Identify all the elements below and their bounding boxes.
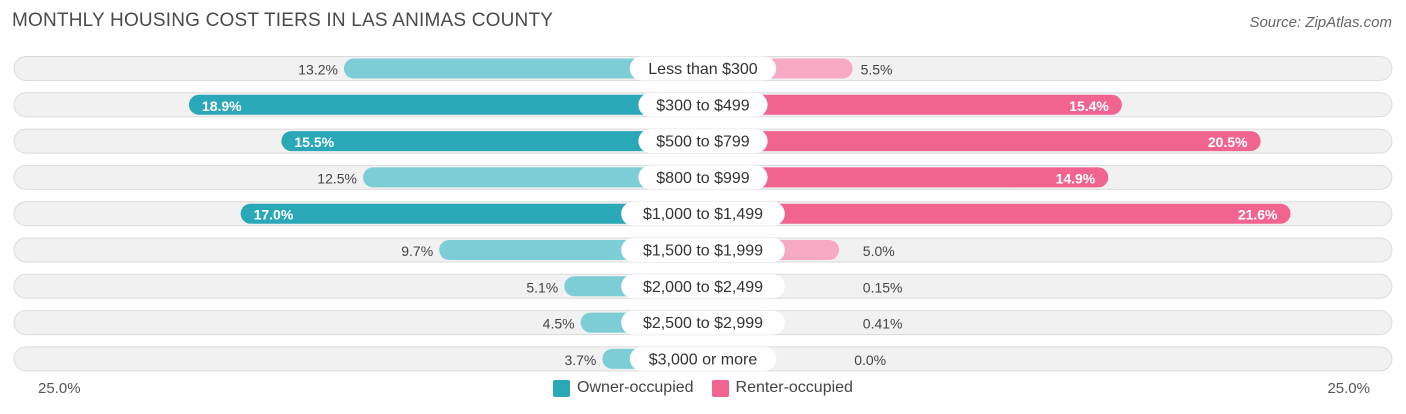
owner-bar [343,58,703,79]
legend: Owner-occupied Renter-occupied [0,379,1406,397]
owner-value-label: 18.9% [202,98,242,114]
renter-bar [703,94,1122,115]
renter-value-label: 14.9% [1056,170,1096,186]
category-pill [621,274,785,299]
legend-item-owner: Owner-occupied [553,379,694,397]
category-pill [638,92,768,117]
category-label: $1,500 to $1,999 [643,243,763,260]
legend-swatch-owner [553,379,571,397]
axis-left-label: 25.0% [38,380,81,397]
owner-value-label: 13.2% [298,62,338,78]
renter-value-label: 20.5% [1208,134,1248,150]
category-pill [621,310,785,335]
renter-bar [703,167,1109,188]
category-label: $1,000 to $1,499 [643,206,763,223]
category-label: $500 to $799 [656,134,750,151]
category-label: $800 to $999 [656,170,750,187]
legend-label-owner: Owner-occupied [577,379,694,396]
owner-value-label: 17.0% [254,207,294,223]
renter-value-label: 0.41% [863,316,903,332]
owner-bar [188,94,704,115]
category-pill [638,129,768,154]
renter-value-label: 0.15% [863,279,903,295]
owner-bar [363,167,703,188]
renter-bar [703,203,1291,224]
owner-bar [281,131,703,152]
renter-value-label: 15.4% [1069,98,1109,114]
legend-label-renter: Renter-occupied [735,379,853,396]
category-label: $300 to $499 [656,97,750,114]
owner-value-label: 5.1% [526,279,558,295]
chart-title: MONTHLY HOUSING COST TIERS IN LAS ANIMAS… [12,10,554,31]
category-label: $2,500 to $2,999 [643,315,763,332]
owner-value-label: 3.7% [564,352,596,368]
renter-value-label: 21.6% [1238,207,1278,223]
category-pill [621,201,785,226]
owner-value-label: 12.5% [317,170,357,186]
category-label: $3,000 or more [649,351,758,368]
category-pill [629,56,777,81]
legend-item-renter: Renter-occupied [711,379,853,397]
renter-value-label: 0.0% [854,352,886,368]
category-pill [629,346,777,371]
renter-value-label: 5.5% [861,62,893,78]
category-pill [621,238,785,262]
owner-bar [240,203,703,224]
category-pill [638,165,768,190]
owner-value-label: 4.5% [543,316,575,332]
renter-value-label: 5.0% [863,243,895,259]
renter-bar [703,131,1261,152]
category-label: Less than $300 [648,61,758,78]
legend-swatch-renter [711,379,729,397]
diverging-bar-chart: Less than $300 13.2% 5.5% $300 to $499 18.9%… [13,56,1393,372]
category-label: $2,000 to $2,499 [643,279,763,296]
axis-right-label: 25.0% [1327,380,1370,397]
owner-value-label: 9.7% [401,243,433,259]
owner-value-label: 15.5% [294,134,334,150]
source-label: Source: ZipAtlas.com [1249,14,1392,31]
